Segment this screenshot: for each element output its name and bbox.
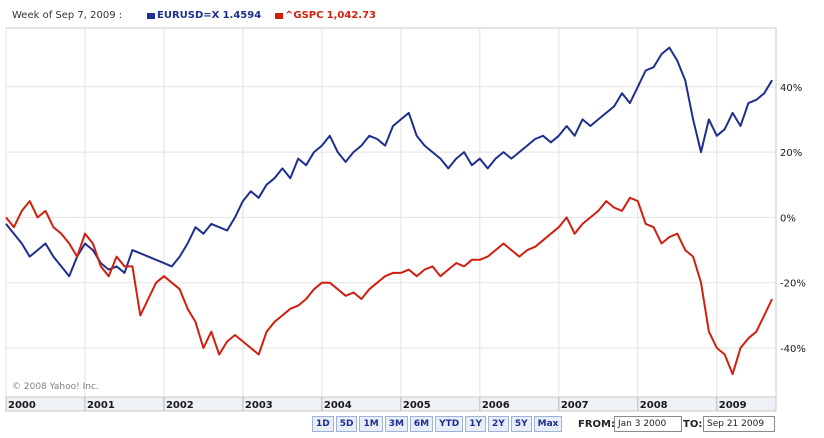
range-button-6m[interactable]: 6M xyxy=(409,416,434,432)
copyright-text: © 2008 Yahoo! Inc. xyxy=(12,382,99,392)
to-date-input[interactable]: Sep 21 2009 xyxy=(703,416,775,432)
series-lines xyxy=(5,46,774,376)
week-label: Week of Sep 7, 2009 : xyxy=(12,10,123,21)
x-tick-label-2006: 2006 xyxy=(482,400,510,411)
x-tick-label-2009: 2009 xyxy=(719,400,747,411)
series-line-eurusdx xyxy=(5,46,773,278)
y-tick-label-3: -20% xyxy=(780,279,806,290)
range-button-2y[interactable]: 2Y xyxy=(488,416,509,432)
y-tick-label-0: 40% xyxy=(780,83,802,94)
x-tick-label-2007: 2007 xyxy=(561,400,589,411)
legend-gspc-name: ^GSPC xyxy=(285,10,324,21)
range-button-max[interactable]: Max xyxy=(533,416,563,432)
series-line-gspc xyxy=(5,196,774,376)
x-tick-label-2003: 2003 xyxy=(245,400,273,411)
legend-gspc: ^GSPC 1,042.73 xyxy=(285,10,376,21)
legend-eurusd-value: 1.4594 xyxy=(222,10,262,21)
range-button-1d[interactable]: 1D xyxy=(312,416,334,432)
from-label: FROM: xyxy=(578,419,615,430)
range-button-1y[interactable]: 1Y xyxy=(465,416,487,432)
range-button-5y[interactable]: 5Y xyxy=(510,416,532,432)
x-tick-label-2000: 2000 xyxy=(8,400,36,411)
legend-gspc-swatch xyxy=(275,13,283,19)
range-button-3m[interactable]: 3M xyxy=(384,416,408,432)
x-tick-label-2005: 2005 xyxy=(403,400,431,411)
range-buttons: 1D 5D 1M 3M 6M YTD 1Y 2Y 5Y Max xyxy=(312,416,564,432)
to-label: TO: xyxy=(683,419,703,430)
plot-area xyxy=(5,27,777,398)
y-tick-label-4: -40% xyxy=(780,344,806,355)
x-tick-label-2008: 2008 xyxy=(640,400,668,411)
x-tick-label-2004: 2004 xyxy=(324,400,352,411)
range-button-ytd[interactable]: YTD xyxy=(435,416,464,432)
y-tick-label-1: 20% xyxy=(780,148,802,159)
legend-eurusd: EURUSD=X 1.4594 xyxy=(157,10,261,21)
x-tick-label-2001: 2001 xyxy=(87,400,115,411)
grid xyxy=(5,28,776,397)
y-axis-ticks: 40% 20% 0% -20% -40% xyxy=(780,83,806,355)
legend-gspc-value: 1,042.73 xyxy=(326,10,377,21)
legend-eurusd-swatch xyxy=(147,13,155,19)
chart-header: Week of Sep 7, 2009 : EURUSD=X 1.4594 ^G… xyxy=(0,0,824,28)
from-date-input[interactable]: Jan 3 2000 xyxy=(614,416,682,432)
range-button-1m[interactable]: 1M xyxy=(359,416,383,432)
range-button-5d[interactable]: 5D xyxy=(335,416,358,432)
legend-eurusd-name: EURUSD=X xyxy=(157,10,220,21)
x-axis-ticks: 2000 2001 2002 2003 2004 2005 2006 2007 2008 2009 xyxy=(5,397,747,411)
x-tick-label-2002: 2002 xyxy=(166,400,194,411)
y-tick-label-2: 0% xyxy=(780,213,796,224)
